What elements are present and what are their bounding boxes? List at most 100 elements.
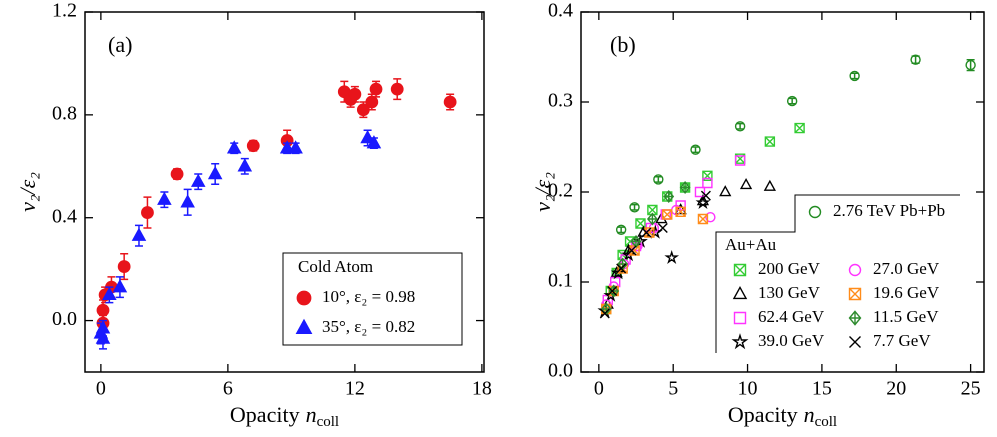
panel-label: (a): [108, 32, 132, 57]
x-tick-label: 0: [594, 378, 604, 400]
data-point: [849, 70, 860, 82]
legend-label: 11.5 GeV: [873, 307, 939, 326]
y-tick-label: 0.1: [548, 270, 573, 292]
data-point: [690, 144, 701, 155]
legend-frame: [715, 194, 960, 353]
error-bar: [617, 226, 626, 234]
data-point: [360, 129, 375, 144]
x-tick-label: 5: [668, 378, 678, 400]
legend-label: 39.0 GeV: [758, 331, 825, 350]
data-point: [131, 227, 147, 241]
x-axis-label: Opacity ncoll: [230, 402, 339, 430]
data-point: [965, 59, 976, 71]
error-bar: [736, 122, 745, 130]
legend-label: 27.0 GeV: [873, 259, 940, 278]
y-tick-label: 0.0: [52, 308, 77, 330]
x-axis-label-text: Opacity: [230, 402, 300, 427]
y-tick-label: 1.2: [52, 0, 77, 22]
data-point: [610, 265, 626, 280]
data-point: [679, 181, 691, 194]
data-point: [653, 174, 664, 185]
x-axis-label-text: Opacity: [728, 402, 798, 427]
data-point: [786, 95, 798, 107]
data-point: [96, 303, 110, 317]
legend-marker: [733, 263, 747, 277]
legend-label: 2.76 TeV Pb+Pb: [833, 201, 945, 220]
legend-marker: [732, 285, 748, 300]
data-point: [443, 95, 457, 109]
error-bar: [911, 55, 920, 65]
legend-marker: [848, 287, 862, 301]
y-tick-label: 0.4: [52, 205, 77, 227]
data-point: [180, 194, 195, 208]
data-point: [663, 190, 675, 203]
x-tick-label: 20: [886, 378, 906, 400]
y-tick-label: 0.0: [548, 360, 573, 382]
error-bar: [654, 175, 663, 183]
y-tick-label: 0.3: [548, 90, 573, 112]
data-point: [764, 136, 776, 147]
data-point: [207, 165, 223, 180]
data-point: [141, 206, 154, 219]
data-point: [157, 191, 172, 205]
data-point: [348, 87, 362, 101]
x-tick-label: 12: [345, 378, 365, 400]
x-tick-label: 6: [223, 378, 233, 400]
x-axis-label-subscript: coll: [815, 414, 838, 430]
legend-frame: [282, 252, 463, 346]
legend-group-label: Au+Au: [725, 235, 777, 254]
data-point: [615, 224, 627, 235]
data-point: [102, 286, 117, 301]
data-point: [599, 308, 610, 319]
data-point: [702, 177, 713, 189]
data-point: [288, 140, 303, 154]
y-tick-label: 0.4: [548, 0, 573, 22]
legend-marker: [848, 310, 862, 326]
legend-marker: [808, 205, 822, 219]
legend-marker: [296, 290, 312, 306]
legend-marker: [848, 263, 862, 277]
data-point: [734, 121, 746, 132]
y-tick-label: 0.2: [548, 180, 573, 202]
legend-marker: [733, 311, 747, 325]
x-tick-label: 18: [472, 378, 492, 400]
x-tick-label: 25: [961, 378, 981, 400]
plot-frame: [580, 11, 985, 373]
x-axis-label-symbol: n: [306, 402, 317, 427]
data-point: [662, 209, 673, 220]
data-point: [390, 82, 404, 96]
legend-marker: [731, 333, 749, 350]
data-point: [670, 204, 682, 216]
x-tick-label: 10: [738, 378, 758, 400]
error-bar: [788, 97, 797, 105]
legend-label: 62.4 GeV: [758, 307, 825, 326]
data-point: [695, 195, 711, 210]
error-bar: [966, 58, 975, 72]
legend-marker: [849, 336, 861, 348]
panel-label: (b): [610, 32, 636, 57]
data-point: [734, 155, 746, 166]
data-point: [190, 173, 206, 187]
data-point: [910, 54, 921, 65]
legend-label: 35°, ε₂ = 0.82: [322, 317, 415, 336]
data-point: [607, 286, 618, 296]
legend-label: 200 GeV: [758, 259, 821, 278]
legend-label: 19.6 GeV: [873, 283, 940, 302]
data-point: [664, 249, 680, 264]
data-point: [700, 190, 711, 201]
data-point: [641, 227, 652, 238]
data-point: [794, 122, 805, 134]
legend-label: 7.7 GeV: [873, 331, 931, 350]
x-tick-label: 0: [96, 378, 106, 400]
data-point: [646, 212, 658, 226]
x-tick-label: 15: [812, 378, 832, 400]
data-point: [117, 260, 131, 273]
data-point: [95, 330, 111, 344]
data-point: [246, 139, 260, 153]
data-point: [697, 213, 709, 225]
y-axis-label: v₂/ε₂: [15, 172, 40, 212]
data-point: [675, 206, 686, 217]
data-point: [226, 140, 242, 154]
data-point: [657, 223, 668, 233]
